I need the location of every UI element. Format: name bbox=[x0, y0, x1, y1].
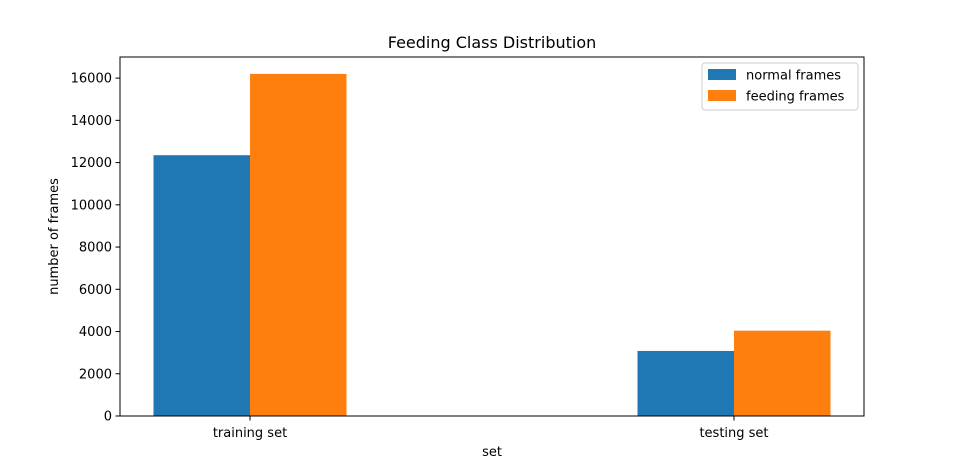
plot-frame bbox=[119, 56, 865, 417]
y-axis-label: number of frames bbox=[47, 178, 62, 295]
y-tick-label: 8000 bbox=[79, 241, 112, 256]
bar-normal-frames-training-set bbox=[153, 155, 250, 416]
legend-box bbox=[701, 62, 859, 111]
y-tick-label: 2000 bbox=[79, 367, 112, 382]
y-tick-label: 12000 bbox=[71, 156, 112, 171]
y-tick-label: 16000 bbox=[71, 72, 112, 87]
x-axis-ticks: training set testing set bbox=[213, 416, 769, 441]
y-tick-label: 0 bbox=[104, 410, 112, 425]
y-tick-label: 6000 bbox=[79, 283, 112, 298]
legend: normal frames feeding frames bbox=[701, 62, 859, 111]
y-tick-label: 4000 bbox=[79, 325, 112, 340]
bars-group bbox=[153, 73, 831, 417]
legend-label-feeding-frames: feeding frames bbox=[746, 90, 845, 105]
legend-label-normal-frames: normal frames bbox=[746, 69, 841, 84]
bar-feeding-frames-testing-set bbox=[734, 330, 831, 416]
y-tick-label: 14000 bbox=[71, 114, 112, 129]
legend-swatch-feeding-frames bbox=[708, 90, 736, 101]
x-axis-label: set bbox=[482, 445, 502, 460]
x-tick-label: testing set bbox=[699, 426, 768, 441]
x-tick-label: training set bbox=[213, 426, 287, 441]
y-tick-label: 10000 bbox=[71, 198, 112, 213]
bar-normal-frames-testing-set bbox=[637, 350, 734, 416]
legend-swatch-normal-frames bbox=[708, 69, 736, 80]
y-axis-ticks: 0 2000 4000 6000 8000 10000 12000 14000 16000 bbox=[71, 72, 120, 425]
bar-feeding-frames-training-set bbox=[250, 73, 347, 417]
chart-title: Feeding Class Distribution bbox=[388, 33, 597, 52]
